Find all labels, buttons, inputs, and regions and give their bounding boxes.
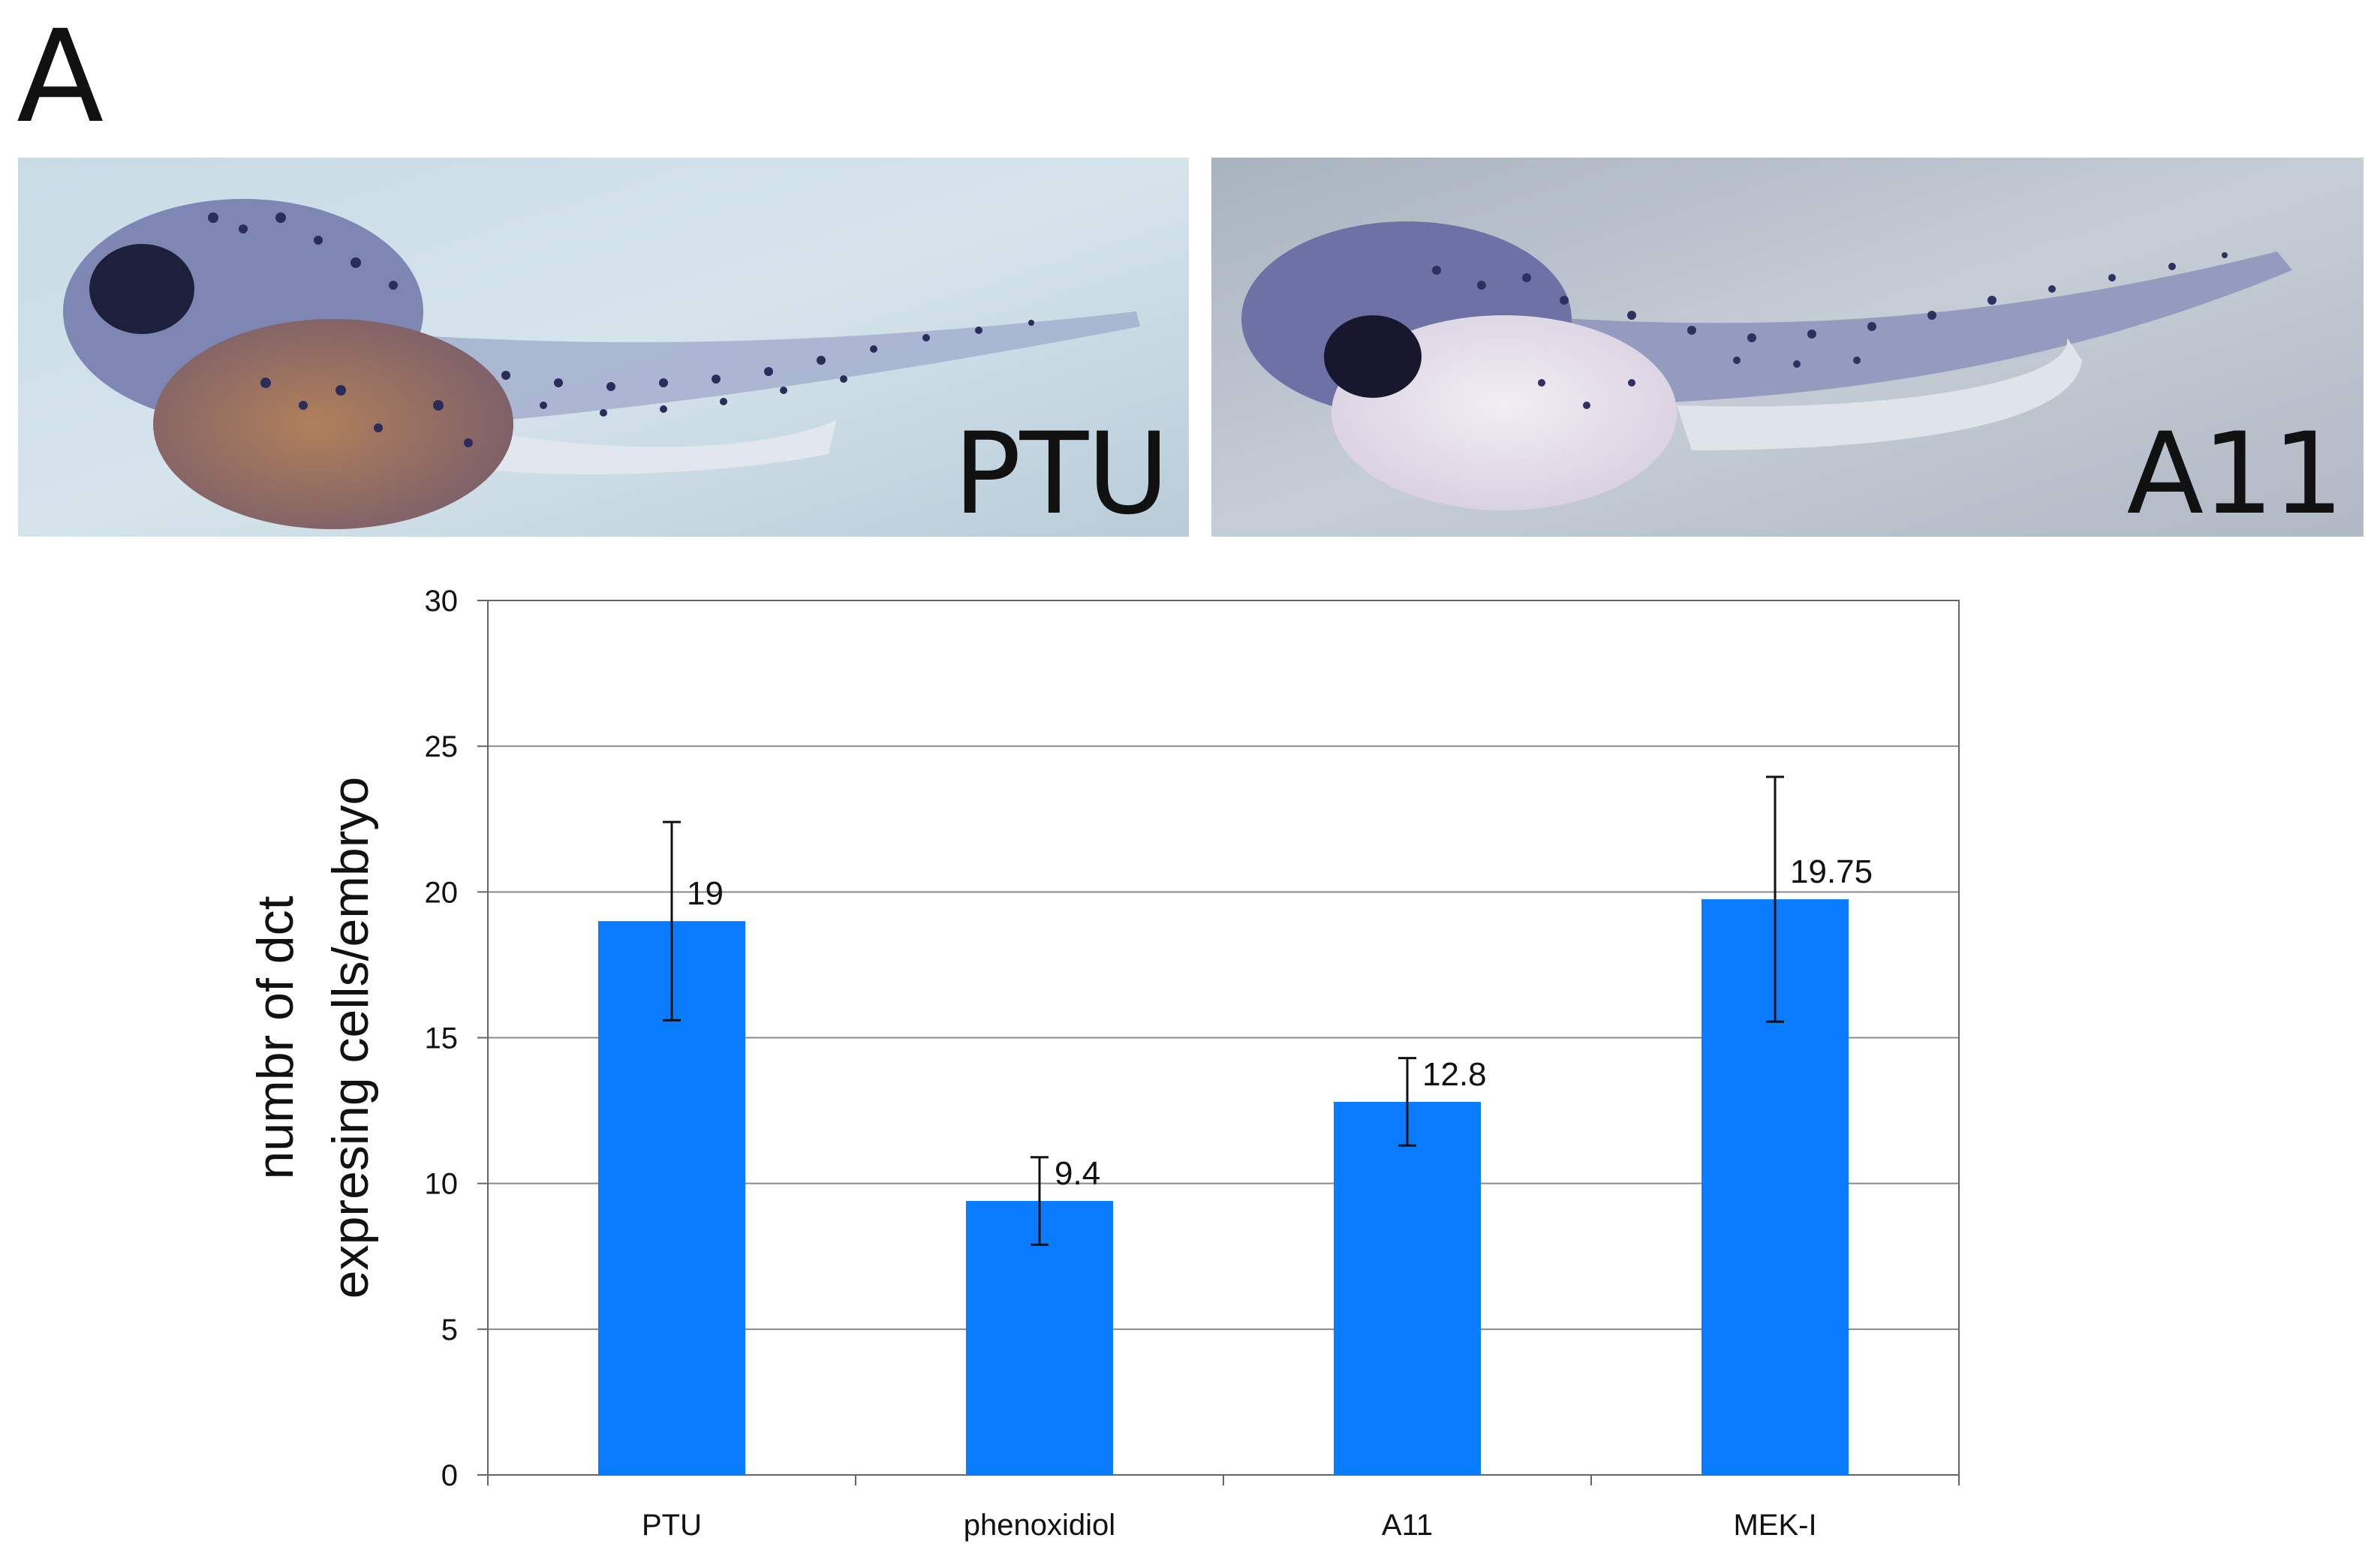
panel-letter: A xyxy=(17,3,104,152)
x-tick-label: PTU xyxy=(642,1509,702,1542)
image-label-ptu: PTU xyxy=(953,409,1169,537)
data-label: 12.8 xyxy=(1422,1056,1487,1093)
embryo-a11-graphic xyxy=(1211,158,2363,537)
y-axis-ticks: 0 5 10 15 20 25 30 xyxy=(425,585,488,1492)
y-tick-label: 30 xyxy=(425,585,459,618)
y-axis-label-line: expresing cells/embryo xyxy=(322,777,379,1299)
embryo-image-a11: A11 xyxy=(1211,158,2363,537)
y-tick-label: 25 xyxy=(425,730,459,763)
y-tick-label: 15 xyxy=(425,1022,459,1055)
error-bars xyxy=(663,775,1784,1246)
image-label-a11: A11 xyxy=(2126,409,2344,537)
data-labels: 19 9.4 12.8 19.75 xyxy=(687,853,1873,1192)
y-tick-label: 10 xyxy=(425,1168,459,1201)
bar xyxy=(1334,1101,1481,1475)
data-label: 19 xyxy=(687,875,724,912)
x-tick-label: MEK-I xyxy=(1733,1509,1816,1542)
x-tick-label: A11 xyxy=(1382,1509,1433,1542)
bar-chart: 0 5 10 15 20 25 30 19 9.4 12.8 19.75 PTU phenoxidi… xyxy=(247,585,1960,1542)
embryo-image-ptu: PTU xyxy=(18,158,1189,537)
y-axis-label-line: numbr of dct xyxy=(247,895,304,1179)
data-label: 19.75 xyxy=(1790,853,1873,890)
data-label: 9.4 xyxy=(1055,1155,1100,1192)
y-tick-label: 20 xyxy=(425,876,459,909)
y-tick-label: 5 xyxy=(441,1314,458,1347)
bar xyxy=(966,1200,1113,1475)
bars xyxy=(598,899,1849,1475)
y-axis-label: numbr of dct expresing cells/embryo xyxy=(247,777,379,1299)
embryo-ptu-graphic xyxy=(18,158,1189,537)
y-tick-label: 0 xyxy=(441,1459,458,1492)
x-tick-label: phenoxidiol xyxy=(964,1509,1115,1542)
x-axis-ticks: PTU phenoxidiol A11 MEK-I xyxy=(487,1475,1960,1542)
